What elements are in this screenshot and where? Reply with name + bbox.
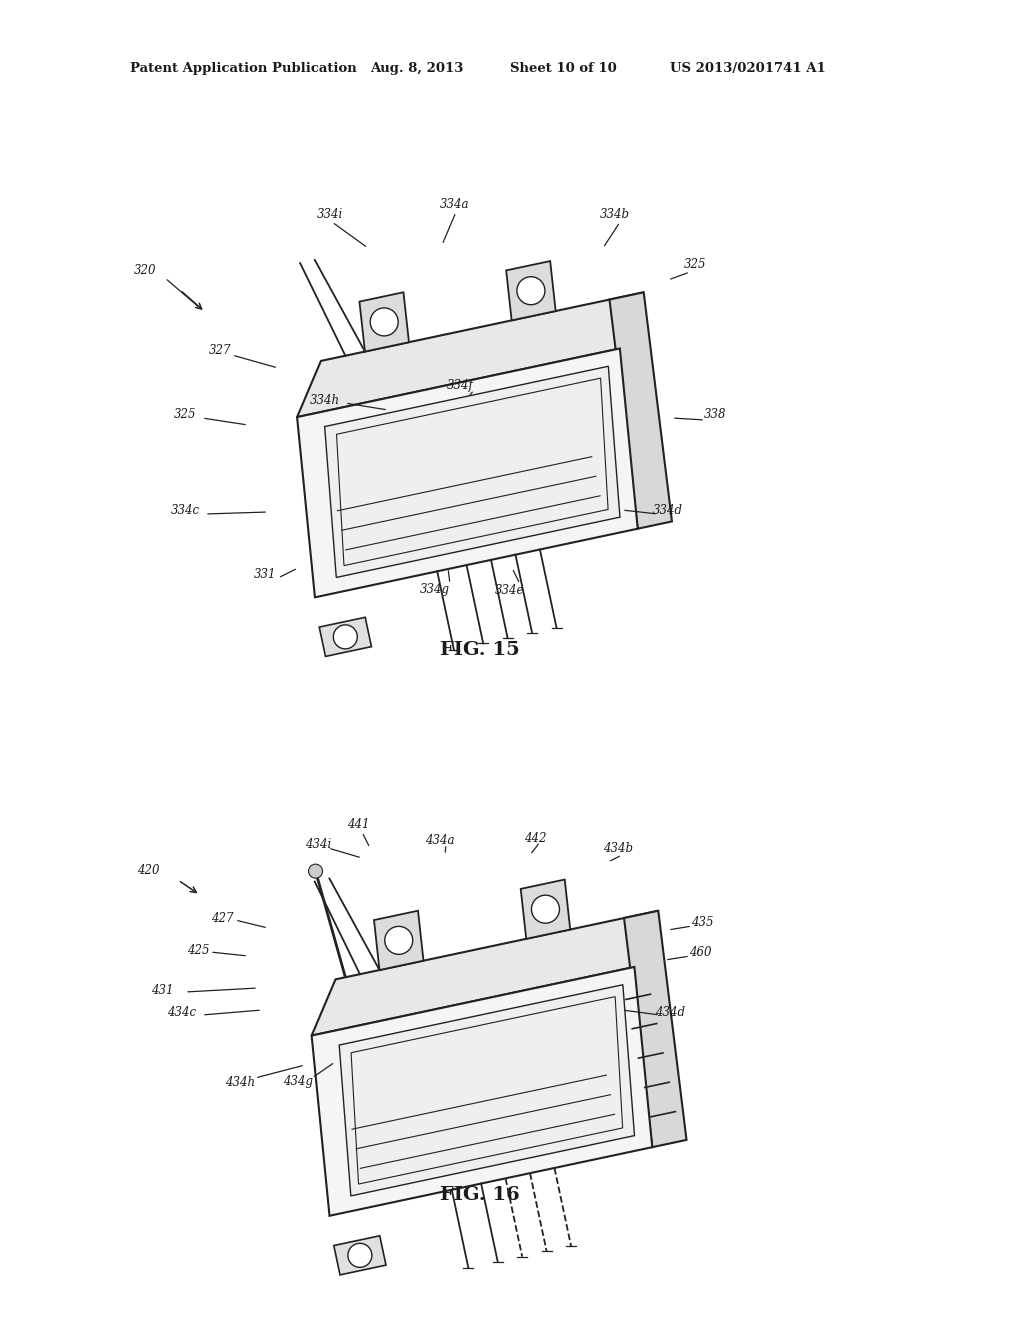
Polygon shape <box>311 911 658 1036</box>
Circle shape <box>371 308 398 335</box>
Text: 442: 442 <box>523 832 546 845</box>
Polygon shape <box>319 618 372 656</box>
Text: 435: 435 <box>691 916 714 928</box>
Polygon shape <box>311 968 652 1216</box>
Text: 334a: 334a <box>440 198 470 211</box>
Text: 325: 325 <box>684 259 707 272</box>
Text: 334d: 334d <box>653 503 683 516</box>
Text: 431: 431 <box>151 983 173 997</box>
Polygon shape <box>334 1236 386 1275</box>
Text: 434i: 434i <box>305 838 331 851</box>
Text: 441: 441 <box>347 818 370 832</box>
Text: 334c: 334c <box>170 503 200 516</box>
Polygon shape <box>609 292 672 529</box>
Polygon shape <box>374 911 424 970</box>
Text: 445: 445 <box>537 1073 559 1086</box>
Circle shape <box>531 895 559 923</box>
Text: FIG. 16: FIG. 16 <box>440 1185 520 1204</box>
Polygon shape <box>506 261 556 321</box>
Text: 434e: 434e <box>443 1096 473 1109</box>
Text: 334f: 334f <box>446 379 473 392</box>
Text: 434d: 434d <box>655 1006 685 1019</box>
Text: 443: 443 <box>367 1084 389 1097</box>
Text: 334i: 334i <box>316 209 343 222</box>
Text: 434g: 434g <box>283 1076 313 1089</box>
Text: 334h: 334h <box>310 393 340 407</box>
Text: 460: 460 <box>689 945 712 958</box>
Polygon shape <box>297 292 644 417</box>
Text: 325: 325 <box>174 408 197 421</box>
Text: 327: 327 <box>209 343 231 356</box>
Polygon shape <box>339 985 635 1196</box>
Circle shape <box>385 927 413 954</box>
Polygon shape <box>624 911 686 1147</box>
Polygon shape <box>297 348 638 598</box>
Circle shape <box>517 277 545 305</box>
Text: FIG. 15: FIG. 15 <box>440 642 520 659</box>
Text: 320: 320 <box>134 264 157 276</box>
Text: US 2013/0201741 A1: US 2013/0201741 A1 <box>670 62 825 75</box>
Text: 331: 331 <box>254 569 276 582</box>
Text: 434f: 434f <box>419 1084 445 1097</box>
Text: Aug. 8, 2013: Aug. 8, 2013 <box>370 62 464 75</box>
Circle shape <box>308 865 323 878</box>
Polygon shape <box>325 366 620 577</box>
Text: 434c: 434c <box>168 1006 197 1019</box>
Circle shape <box>348 1243 372 1267</box>
Text: 334e: 334e <box>496 583 524 597</box>
Text: 420: 420 <box>137 863 160 876</box>
Polygon shape <box>521 879 570 939</box>
Text: 334b: 334b <box>600 209 630 222</box>
Text: Sheet 10 of 10: Sheet 10 of 10 <box>510 62 616 75</box>
Text: 334g: 334g <box>420 583 450 597</box>
Circle shape <box>334 624 357 649</box>
Text: 434h: 434h <box>225 1076 255 1089</box>
Text: Patent Application Publication: Patent Application Publication <box>130 62 356 75</box>
Text: 434a: 434a <box>425 833 455 846</box>
Polygon shape <box>359 292 409 351</box>
Text: 425: 425 <box>186 944 209 957</box>
Text: 427: 427 <box>211 912 233 924</box>
Text: 434b: 434b <box>603 842 633 854</box>
Text: 338: 338 <box>703 408 726 421</box>
